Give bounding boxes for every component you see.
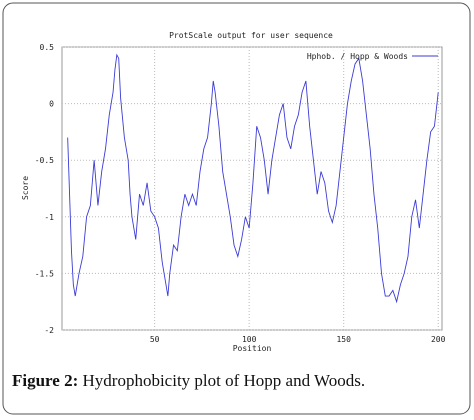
y-tick-label: -1.5 [35, 269, 54, 278]
x-tick-label: 200 [431, 335, 446, 344]
figure-frame [2, 2, 471, 415]
data-line [67, 53, 439, 304]
caption: Figure 2: Hydrophobicity plot of Hopp an… [12, 371, 365, 390]
x-tick-label: 150 [336, 335, 351, 344]
caption-label: Figure 2: [12, 371, 78, 390]
y-axis-label: Score [21, 176, 30, 200]
plot-frame [61, 46, 443, 331]
caption-text: Hydrophobicity plot of Hopp and Woods. [83, 371, 366, 390]
y-tick-label: 0.5 [40, 43, 55, 52]
y-tick-label: -0.5 [35, 156, 54, 165]
y-tick-label: -2 [44, 326, 54, 335]
y-tick-label: 0 [49, 100, 54, 109]
y-tick-label: -1 [44, 213, 54, 222]
x-tick-label: 50 [150, 335, 160, 344]
legend-label: Hphob. / Hopp & Woods [307, 52, 408, 61]
x-tick-label: 100 [242, 335, 257, 344]
x-axis-label: Position [233, 344, 272, 353]
chart-title: ProtScale output for user sequence [169, 31, 333, 40]
